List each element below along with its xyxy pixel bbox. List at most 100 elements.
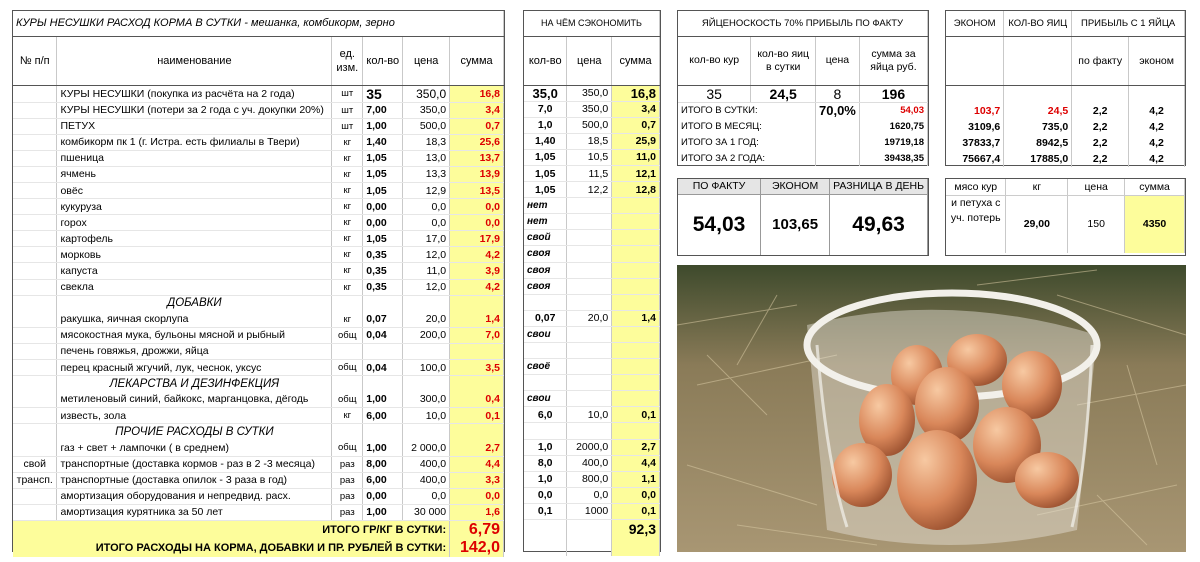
econ-eggs: 24,5 [1003, 103, 1073, 120]
table-row: овёс кг 1,05 12,9 13,5 [13, 182, 504, 200]
table-row: ПЕТУХ шт 1,00 500,0 0,7 [13, 118, 504, 135]
row-qty [362, 343, 404, 361]
econ-eggs: 17885,0 [1003, 151, 1073, 168]
meat-header-name: мясо кур [946, 179, 1007, 196]
row-name: амортизация оборудования и непредвид. ра… [56, 488, 333, 505]
prod-title: ЯЙЦЕНОСКОСТЬ 70% ПРИБЫЛЬ ПО ФАКТУ [678, 11, 928, 37]
row-sum: 4,4 [449, 456, 504, 473]
prod-row-label: ИТОГО В МЕСЯЦ: [678, 118, 816, 135]
econ-eco: 4,2 [1128, 103, 1185, 120]
row-sum: 1,4 [449, 311, 504, 328]
econ-row: 103,7 24,5 2,2 4,2 [946, 103, 1185, 120]
prod-eggs-value: 24,5 [750, 85, 816, 103]
econ-fact: 2,2 [1071, 135, 1130, 152]
econ-eco: 4,2 [1128, 151, 1185, 168]
savings-price [566, 229, 613, 247]
savings-sum [611, 197, 660, 215]
row-name: ПРОЧИЕ РАСХОДЫ В СУТКИ [56, 423, 333, 440]
savings-header-qty: кол-во [524, 36, 568, 86]
total-rub-value: 142,0 [449, 538, 504, 557]
meat-name-rest: и петуха с уч. потерь [946, 195, 1007, 253]
row-unit: кг [331, 311, 364, 328]
table-row: свекла кг 0,35 12,0 4,2 [13, 279, 504, 296]
savings-header-price: цена [566, 36, 613, 86]
row-price: 500,0 [402, 118, 451, 135]
row-price: 400,0 [402, 456, 451, 473]
savings-header-sum: сумма [611, 36, 660, 86]
savings-qty [524, 422, 568, 440]
savings-price: 350,0 [566, 101, 613, 118]
savings-sum: 25,9 [611, 133, 660, 150]
economy-table: ЭКОНОМ КОЛ-ВО ЯИЦ ПРИБЫЛЬ С 1 ЯЙЦА по фа… [945, 10, 1186, 168]
row-unit: кг [331, 182, 364, 200]
row-sum: 4,2 [449, 279, 504, 296]
row-sum: 1,6 [449, 504, 504, 521]
econ-row: 3109,6 735,0 2,2 4,2 [946, 119, 1185, 136]
row-name: ЛЕКАРСТВА И ДЕЗИНФЕКЦИЯ [56, 375, 333, 392]
savings-price: 12,2 [566, 181, 613, 199]
row-unit: раз [331, 504, 364, 521]
prod-row-mid: 70,0% [815, 102, 860, 119]
prod-row-mid [815, 150, 860, 167]
savings-total-blank [524, 519, 568, 538]
row-unit: шт [331, 85, 364, 103]
eggs-bucket-illustration [677, 265, 1186, 552]
savings-qty [524, 294, 568, 311]
prod-row-value: 1620,75 [859, 118, 929, 135]
econ-profit-title: ПРИБЫЛЬ С 1 ЯЙЦА [1071, 11, 1185, 37]
savings-sum [611, 326, 660, 344]
row-name: морковь [56, 246, 333, 264]
row-name: печень говяжья, дрожжи, яйца [56, 343, 333, 361]
row-name: капуста [56, 262, 333, 280]
savings-total-pad [524, 537, 568, 556]
row-qty: 1,00 [362, 439, 404, 457]
savings-price: 2000,0 [566, 439, 613, 456]
table-row: комбикорм пк 1 (г. Истра. есть филиалы в… [13, 134, 504, 151]
row-price: 350,0 [402, 85, 451, 103]
prod-price-value: 8 [815, 85, 860, 103]
row-name: картофель [56, 230, 333, 248]
savings-row: своё [524, 358, 660, 376]
feed-table-title: КУРЫ НЕСУШКИ РАСХОД КОРМА В СУТКИ - меша… [13, 11, 504, 37]
econ-fact: 2,2 [1071, 151, 1130, 168]
savings-sum: 0,0 [611, 487, 660, 504]
row-unit: шт [331, 118, 364, 135]
econ-value: 37833,7 [946, 135, 1005, 152]
econ-big-blank2 [1003, 85, 1073, 103]
compare-header-fact: ПО ФАКТУ [678, 179, 762, 195]
savings-qty: 0,07 [524, 310, 568, 327]
row-price: 2 000,0 [402, 439, 451, 457]
savings-price [566, 278, 613, 295]
row-qty: 6,00 [362, 407, 404, 425]
row-unit: общ [331, 327, 364, 344]
row-price: 300,0 [402, 391, 451, 409]
row-name: транспортные (доставка кормов - раз в 2 … [56, 456, 333, 473]
savings-sum: 11,0 [611, 149, 660, 166]
prod-header-sum: сумма за яйца руб. [859, 36, 929, 86]
savings-row: 1,0 500,0 0,7 [524, 117, 660, 134]
savings-title: НА ЧЁМ СЭКОНОМИТЬ [524, 11, 660, 37]
row-qty: 1,05 [362, 166, 404, 183]
savings-qty: 0,0 [524, 487, 568, 504]
row-num [13, 391, 58, 409]
row-sum: 3,9 [449, 262, 504, 280]
savings-row: своя [524, 245, 660, 263]
econ-big-blank [946, 85, 1005, 103]
header-name: наименование [56, 36, 333, 86]
savings-qty: нет [524, 197, 568, 215]
row-price: 10,0 [402, 407, 451, 425]
row-price: 12,0 [402, 246, 451, 264]
header-num: № п/п [13, 36, 58, 86]
row-qty: 6,00 [362, 472, 404, 489]
row-qty: 0,00 [362, 198, 404, 216]
savings-row: 1,0 800,0 1,1 [524, 471, 660, 488]
row-sum [449, 375, 504, 392]
savings-qty: свой [524, 229, 568, 247]
section-row: ПРОЧИЕ РАСХОДЫ В СУТКИ [13, 423, 504, 440]
savings-price: 10,5 [566, 149, 613, 166]
savings-row [524, 294, 660, 311]
row-sum [449, 423, 504, 440]
row-name: метиленовый синий, байкокс, марганцовка,… [56, 391, 333, 409]
econ-value: 103,7 [946, 103, 1005, 120]
row-qty: 7,00 [362, 102, 404, 119]
